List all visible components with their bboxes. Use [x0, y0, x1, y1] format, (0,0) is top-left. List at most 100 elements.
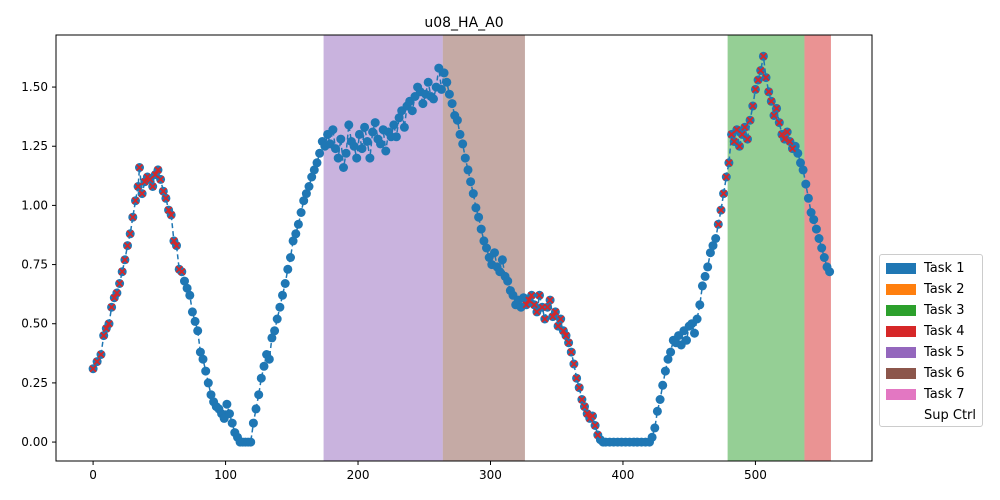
task-marker: [767, 97, 775, 105]
task-marker: [557, 315, 565, 323]
data-point: [806, 208, 816, 217]
data-point: [460, 153, 470, 163]
data-point: [246, 437, 256, 447]
x-tick-label: 200: [347, 468, 370, 482]
shaded-region-task-3: [727, 35, 805, 461]
data-point: [193, 326, 203, 336]
task-marker: [113, 289, 121, 297]
data-point: [182, 283, 192, 293]
data-point: [190, 316, 200, 326]
data-point: [376, 139, 385, 149]
data-point: [407, 106, 417, 116]
task-marker: [567, 348, 575, 356]
task-marker: [126, 230, 134, 238]
data-point: [293, 219, 303, 229]
task-marker: [89, 365, 97, 373]
data-point: [455, 129, 465, 139]
task-marker: [754, 76, 762, 84]
data-point: [264, 354, 274, 364]
task-marker: [743, 135, 752, 143]
legend-swatch: [886, 346, 916, 358]
data-point: [666, 347, 676, 357]
task-marker: [733, 126, 741, 134]
task-marker: [741, 123, 749, 131]
legend-item-task-1: Task 1: [886, 260, 964, 276]
task-marker: [135, 163, 144, 172]
task-marker: [102, 324, 110, 333]
x-tick-label: 400: [612, 468, 635, 482]
data-point: [655, 395, 665, 404]
task-marker: [157, 175, 165, 184]
data-point: [339, 163, 348, 172]
data-point: [198, 354, 208, 364]
data-point: [349, 141, 359, 151]
data-point: [658, 380, 668, 390]
task-marker: [788, 144, 797, 153]
data-point: [365, 153, 375, 163]
data-point: [201, 366, 211, 376]
task-marker: [749, 102, 757, 110]
data-point: [286, 253, 295, 262]
data-point: [185, 290, 195, 300]
task-marker: [588, 412, 597, 420]
task-marker: [570, 360, 578, 368]
data-point: [336, 134, 346, 144]
data-point: [187, 307, 197, 317]
data-point: [259, 361, 269, 371]
data-point: [312, 158, 322, 168]
y-tick-label: 0.50: [21, 317, 48, 331]
legend-item-task-6: Task 6: [886, 365, 964, 381]
legend-label: Sup Ctrl: [924, 407, 977, 423]
axes-layer: 0 100 200 300 400 500 0.00 0.25 0.50 0.75 1.00 1.25…: [21, 80, 767, 482]
data-point: [825, 267, 835, 277]
data-point: [809, 215, 819, 225]
task-marker: [146, 175, 154, 184]
task-marker: [738, 130, 746, 139]
data-point: [660, 366, 670, 376]
data-point: [703, 262, 713, 272]
data-point: [814, 234, 824, 243]
task-marker: [149, 182, 157, 191]
data-point: [272, 314, 282, 324]
data-point: [439, 68, 449, 78]
task-marker: [562, 331, 570, 340]
data-point: [360, 122, 370, 132]
legend-label: Task 3: [924, 302, 965, 318]
legend-item-task-5: Task 5: [886, 344, 964, 360]
task-marker: [727, 130, 736, 139]
task-marker: [535, 291, 544, 299]
data-point: [700, 271, 710, 281]
data-point: [437, 84, 446, 94]
task-marker: [172, 241, 181, 250]
task-marker: [527, 291, 536, 299]
data-point: [270, 326, 280, 336]
task-marker: [730, 137, 738, 146]
data-point: [399, 122, 409, 132]
data-point: [418, 99, 428, 109]
task-marker: [762, 73, 770, 82]
legend-swatch: [886, 325, 916, 337]
task-marker: [594, 431, 602, 439]
data-point: [711, 234, 721, 243]
legend-swatch: [886, 283, 916, 295]
legend-swatch: [886, 367, 916, 379]
task-shading-layer: [323, 35, 831, 461]
data-point: [458, 139, 468, 149]
y-tick-label: 0.75: [21, 258, 48, 272]
data-point: [391, 132, 401, 142]
data-point: [301, 189, 311, 199]
y-tick-label: 1.00: [21, 198, 48, 212]
data-point: [222, 399, 232, 409]
data-point: [370, 118, 380, 128]
data-point: [817, 243, 827, 253]
task-marker: [118, 268, 126, 276]
y-tick-label: 0.00: [21, 435, 48, 449]
task-marker: [105, 320, 113, 328]
legend-label: Task 6: [924, 365, 965, 381]
task-marker: [551, 308, 560, 316]
task-marker: [775, 118, 783, 127]
task-marker: [107, 303, 116, 311]
task-marker: [714, 220, 722, 228]
task-marker: [572, 374, 581, 382]
task-marker: [757, 66, 765, 75]
